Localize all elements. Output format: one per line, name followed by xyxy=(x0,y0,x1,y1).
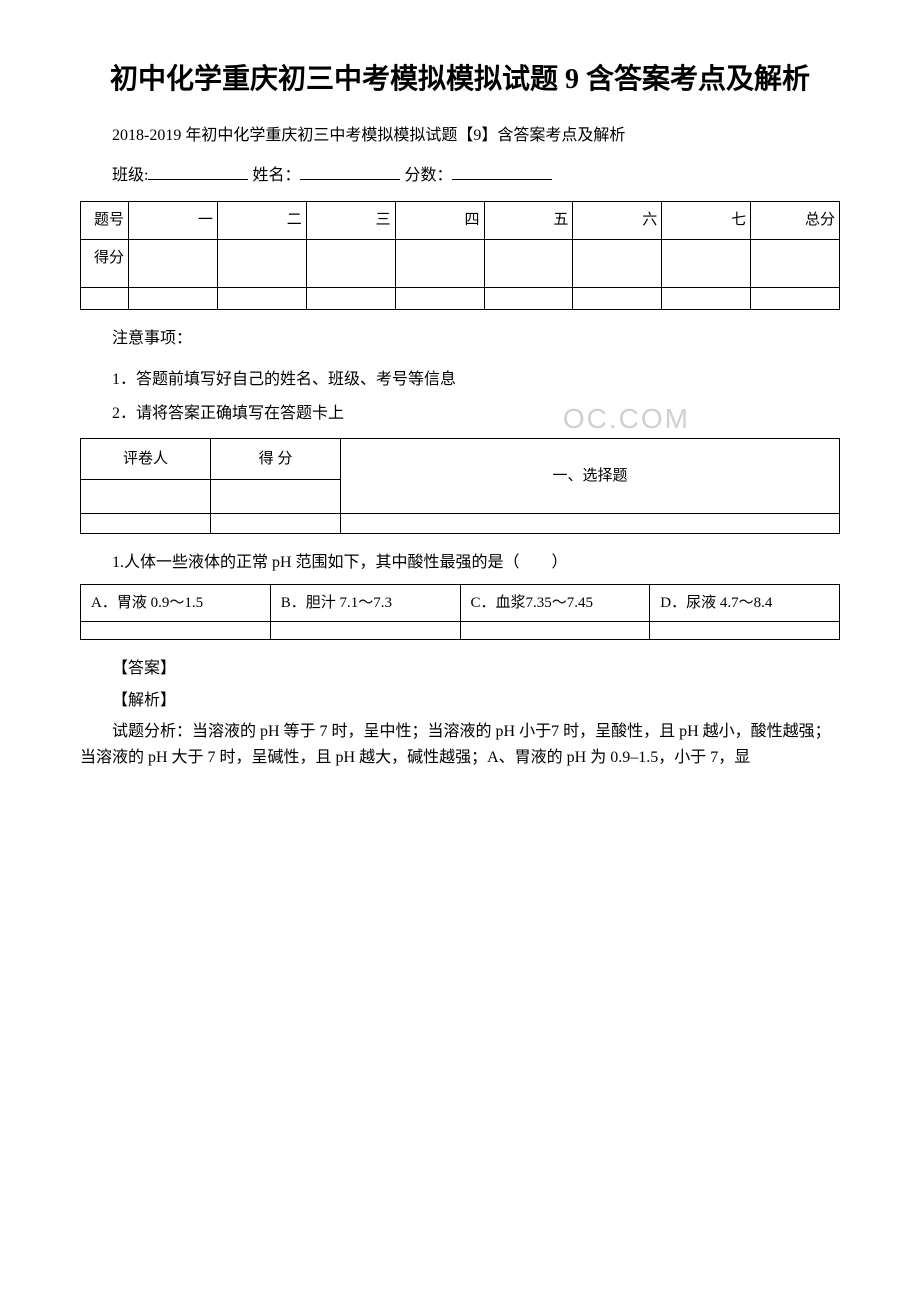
score-cell xyxy=(395,287,484,309)
grader-col-1: 评卷人 xyxy=(81,439,211,480)
score-label: 分数： xyxy=(404,167,452,184)
name-label: 姓名： xyxy=(252,167,300,184)
score-col-6: 六 xyxy=(573,201,662,239)
grader-blank xyxy=(341,514,840,534)
watermark: OC.COM xyxy=(531,397,690,442)
score-row-label: 得分 xyxy=(81,239,129,287)
option-blank xyxy=(460,621,650,639)
score-blank xyxy=(452,161,552,180)
name-blank xyxy=(300,161,400,180)
score-col-7: 七 xyxy=(662,201,751,239)
grader-blank xyxy=(211,480,341,514)
grader-blank xyxy=(211,514,341,534)
score-table: 题号 一 二 三 四 五 六 七 总分 得分 xyxy=(80,201,840,310)
grader-blank xyxy=(81,480,211,514)
score-cell xyxy=(81,287,129,309)
score-col-total: 总分 xyxy=(751,201,840,239)
score-cell xyxy=(306,239,395,287)
section-label: 一、选择题 xyxy=(341,439,840,514)
option-blank xyxy=(81,621,271,639)
grader-blank xyxy=(81,514,211,534)
option-b: B．胆汁 7.1～7.3 xyxy=(270,584,460,621)
score-cell xyxy=(484,239,573,287)
grader-col-2: 得 分 xyxy=(211,439,341,480)
grader-table: 评卷人 得 分 一、选择题 xyxy=(80,438,840,534)
notice-item-2: 2．请将答案正确填写在答题卡上 OC.COM xyxy=(80,401,840,427)
score-cell xyxy=(662,287,751,309)
notice-item-1: 1．答题前填写好自己的姓名、班级、考号等信息 xyxy=(80,367,840,393)
score-cell xyxy=(751,239,840,287)
option-d: D．尿液 4.7～8.4 xyxy=(650,584,840,621)
subtitle: 2018-2019 年初中化学重庆初三中考模拟模拟试题【9】含答案考点及解析 xyxy=(80,123,840,149)
page-title: 初中化学重庆初三中考模拟模拟试题 9 含答案考点及解析 xyxy=(80,60,840,99)
option-blank xyxy=(270,621,460,639)
class-blank xyxy=(148,161,248,180)
score-cell xyxy=(751,287,840,309)
question-1: 1.人体一些液体的正常 pH 范围如下，其中酸性最强的是（ ） xyxy=(80,550,840,576)
score-header-label: 题号 xyxy=(81,201,129,239)
class-label: 班级: xyxy=(112,167,148,184)
score-col-3: 三 xyxy=(306,201,395,239)
analysis-text: 试题分析：当溶液的 pH 等于 7 时，呈中性；当溶液的 pH 小于7 时，呈酸… xyxy=(80,719,840,770)
answer-label: 【答案】 xyxy=(80,656,840,682)
score-cell xyxy=(306,287,395,309)
analysis-label: 【解析】 xyxy=(80,688,840,714)
option-c: C．血浆7.35～7.45 xyxy=(460,584,650,621)
option-a: A．胃液 0.9～1.5 xyxy=(81,584,271,621)
score-cell xyxy=(395,239,484,287)
score-cell xyxy=(217,287,306,309)
score-cell xyxy=(129,239,218,287)
score-cell xyxy=(573,287,662,309)
score-cell xyxy=(573,239,662,287)
score-cell xyxy=(484,287,573,309)
score-col-5: 五 xyxy=(484,201,573,239)
score-cell xyxy=(662,239,751,287)
score-cell xyxy=(217,239,306,287)
score-col-1: 一 xyxy=(129,201,218,239)
options-table: A．胃液 0.9～1.5 B．胆汁 7.1～7.3 C．血浆7.35～7.45 … xyxy=(80,584,840,640)
notice-item-2-text: 2．请将答案正确填写在答题卡上 xyxy=(112,405,344,422)
form-row: 班级: 姓名： 分数： xyxy=(80,161,840,189)
score-col-4: 四 xyxy=(395,201,484,239)
notice-heading: 注意事项： xyxy=(80,326,840,352)
score-col-2: 二 xyxy=(217,201,306,239)
score-cell xyxy=(129,287,218,309)
option-blank xyxy=(650,621,840,639)
